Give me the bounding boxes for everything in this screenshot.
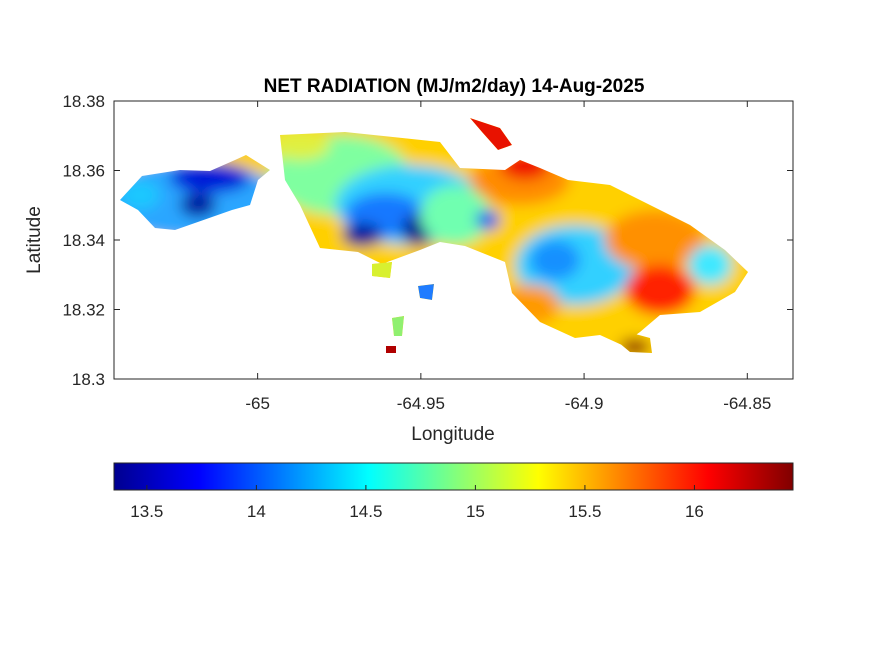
field-north-yellow <box>270 130 330 160</box>
field-central-green <box>420 185 490 245</box>
colorbar-tick-label: 14 <box>247 502 266 521</box>
colorbar-tick-label: 16 <box>685 502 704 521</box>
colorbar-tick-label: 13.5 <box>130 502 163 521</box>
plot-area <box>113 100 794 380</box>
y-axis-ticks: 18.3 18.32 18.34 18.36 18.38 <box>62 92 793 389</box>
x-axis-ticks: -65 -64.95 -64.9 -64.85 <box>245 101 771 413</box>
colorbar-tick-label: 15.5 <box>568 502 601 521</box>
field-south-east-red <box>625 265 695 315</box>
field-central-blue-spot <box>476 210 500 230</box>
y-tick-label: 18.38 <box>62 92 105 111</box>
colorbar-tick-label: 15 <box>466 502 485 521</box>
y-tick-label: 18.3 <box>72 370 105 389</box>
x-tick-label: -64.85 <box>723 394 771 413</box>
field-south-islet-blue <box>418 284 434 300</box>
field-northeast-islet <box>470 118 512 150</box>
colorbar-ticks: 13.5 14 14.5 15 15.5 16 <box>130 485 704 521</box>
field-south-islet-green <box>392 316 404 336</box>
y-tick-label: 18.36 <box>62 162 105 181</box>
colorbar: 13.5 14 14.5 15 15.5 16 <box>113 462 794 521</box>
y-tick-label: 18.34 <box>62 231 105 250</box>
y-tick-label: 18.32 <box>62 301 105 320</box>
field-east-orange <box>605 210 705 270</box>
y-axis-label: Latitude <box>24 206 45 274</box>
x-tick-label: -65 <box>245 394 270 413</box>
field-east-cyan <box>688 245 732 285</box>
field-east-center-blue <box>530 240 580 280</box>
colorbar-tick-label: 14.5 <box>349 502 382 521</box>
field-south-islet-red <box>386 346 396 353</box>
x-axis-label: Longitude <box>411 424 494 445</box>
x-tick-label: -64.95 <box>397 394 445 413</box>
field-center-dark-1 <box>342 223 382 247</box>
field-west-dark-2 <box>180 193 216 217</box>
x-tick-label: -64.9 <box>565 394 604 413</box>
colorbar-gradient <box>113 462 794 491</box>
field-west-dark <box>170 163 250 193</box>
field-south-islet-yellow <box>372 262 392 278</box>
chart-title: NET RADIATION (MJ/m2/day) 14-Aug-2025 <box>264 76 645 97</box>
